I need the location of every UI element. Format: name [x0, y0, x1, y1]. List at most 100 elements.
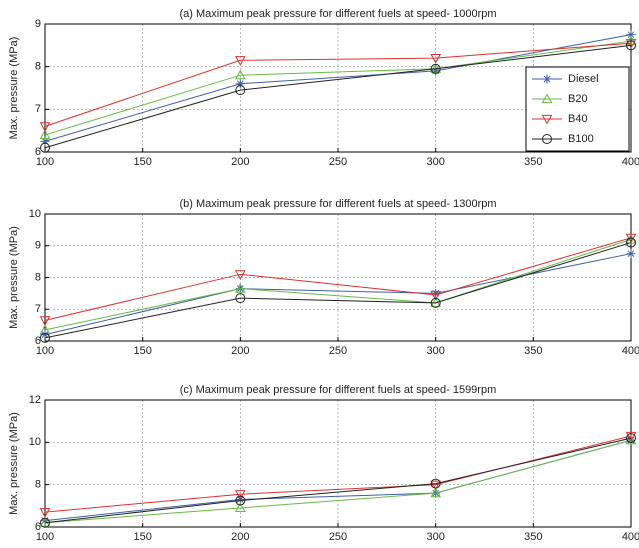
y-tick-label: 7	[35, 303, 41, 315]
marker	[430, 478, 441, 489]
y-axis-label: Max. pressure (MPa)	[8, 37, 20, 140]
y-tick-label: 7	[35, 103, 41, 115]
x-tick-label: 250	[329, 156, 347, 168]
marker	[234, 56, 246, 66]
marker	[430, 63, 441, 74]
marker	[40, 516, 50, 526]
marker	[40, 330, 50, 340]
marker	[625, 434, 637, 445]
legend-label: B100	[568, 133, 594, 145]
legend-label: B40	[568, 113, 588, 125]
x-tick-label: 250	[329, 345, 347, 357]
x-tick-label: 300	[426, 156, 444, 168]
marker	[626, 237, 636, 248]
marker	[235, 293, 246, 304]
marker	[626, 30, 636, 40]
plot-frame	[44, 399, 632, 528]
x-tick-label: 150	[133, 531, 151, 543]
chart-title: (a) Maximum peak pressure for different …	[179, 8, 496, 20]
marker	[234, 270, 246, 280]
x-tick-label: 350	[524, 531, 542, 543]
y-tick-label: 9	[35, 240, 41, 252]
y-tick-label: 9	[35, 18, 41, 30]
x-tick-label: 200	[231, 531, 249, 543]
x-tick-label: 150	[133, 156, 151, 168]
series-line	[44, 437, 632, 524]
marker	[40, 142, 50, 153]
y-axis-label: Max. pressure (MPa)	[8, 226, 20, 329]
marker	[40, 332, 50, 343]
marker	[39, 508, 51, 518]
y-tick-label: 8	[35, 271, 41, 283]
marker	[235, 495, 246, 506]
x-tick-label: 350	[524, 345, 542, 357]
x-tick-label: 300	[426, 345, 444, 357]
legend-label: Diesel	[568, 73, 599, 85]
plot-frame	[44, 213, 632, 342]
marker	[430, 487, 442, 498]
marker	[234, 283, 246, 293]
marker	[430, 480, 442, 491]
series-line	[44, 435, 632, 513]
x-tick-label: 400	[622, 156, 639, 168]
marker	[39, 316, 51, 326]
x-tick-label: 400	[622, 531, 639, 543]
series-line	[44, 40, 632, 136]
y-tick-label: 12	[29, 394, 41, 406]
marker	[430, 54, 442, 64]
x-tick-label: 100	[36, 345, 54, 357]
legend-marker	[541, 93, 553, 104]
marker	[235, 85, 246, 96]
series-line	[44, 439, 632, 524]
series-line	[44, 238, 632, 331]
marker	[431, 66, 441, 76]
marker	[40, 517, 50, 528]
marker	[40, 136, 50, 146]
marker	[626, 433, 636, 444]
y-tick-label: 6	[35, 146, 41, 158]
legend-label: B20	[568, 93, 588, 105]
marker	[430, 297, 441, 308]
y-tick-label: 6	[35, 521, 41, 533]
marker	[626, 249, 636, 259]
y-tick-label: 6	[35, 335, 41, 347]
x-tick-label: 200	[231, 156, 249, 168]
marker	[234, 490, 246, 500]
plot-frame	[44, 23, 632, 153]
legend-marker	[542, 74, 552, 84]
series-line	[44, 34, 632, 142]
y-axis-label: Max. pressure (MPa)	[8, 412, 20, 515]
series-line	[44, 237, 632, 321]
marker	[625, 431, 637, 442]
y-tick-label: 8	[35, 479, 41, 491]
x-tick-label: 250	[329, 531, 347, 543]
x-tick-label: 300	[426, 531, 444, 543]
x-tick-label: 400	[622, 345, 639, 357]
marker	[625, 39, 637, 49]
legend-marker	[542, 134, 552, 144]
series-line	[44, 253, 632, 336]
x-tick-label: 350	[524, 156, 542, 168]
y-tick-label: 8	[35, 61, 41, 73]
x-tick-label: 200	[231, 345, 249, 357]
x-tick-label: 100	[36, 531, 54, 543]
series-line	[44, 242, 632, 339]
chart-title: (b) Maximum peak pressure for different …	[179, 198, 496, 210]
series-line	[44, 42, 632, 127]
marker	[234, 69, 246, 80]
marker	[234, 502, 246, 513]
marker	[430, 290, 442, 301]
marker	[235, 79, 245, 89]
y-tick-label: 10	[29, 436, 41, 448]
x-tick-label: 100	[36, 156, 54, 168]
marker	[626, 40, 636, 51]
series-line	[44, 44, 632, 149]
y-tick-label: 10	[29, 208, 41, 220]
legend-marker	[541, 114, 553, 125]
marker	[39, 122, 51, 132]
marker	[431, 288, 441, 298]
x-tick-label: 150	[133, 345, 151, 357]
marker	[39, 129, 51, 140]
marker	[625, 35, 637, 46]
